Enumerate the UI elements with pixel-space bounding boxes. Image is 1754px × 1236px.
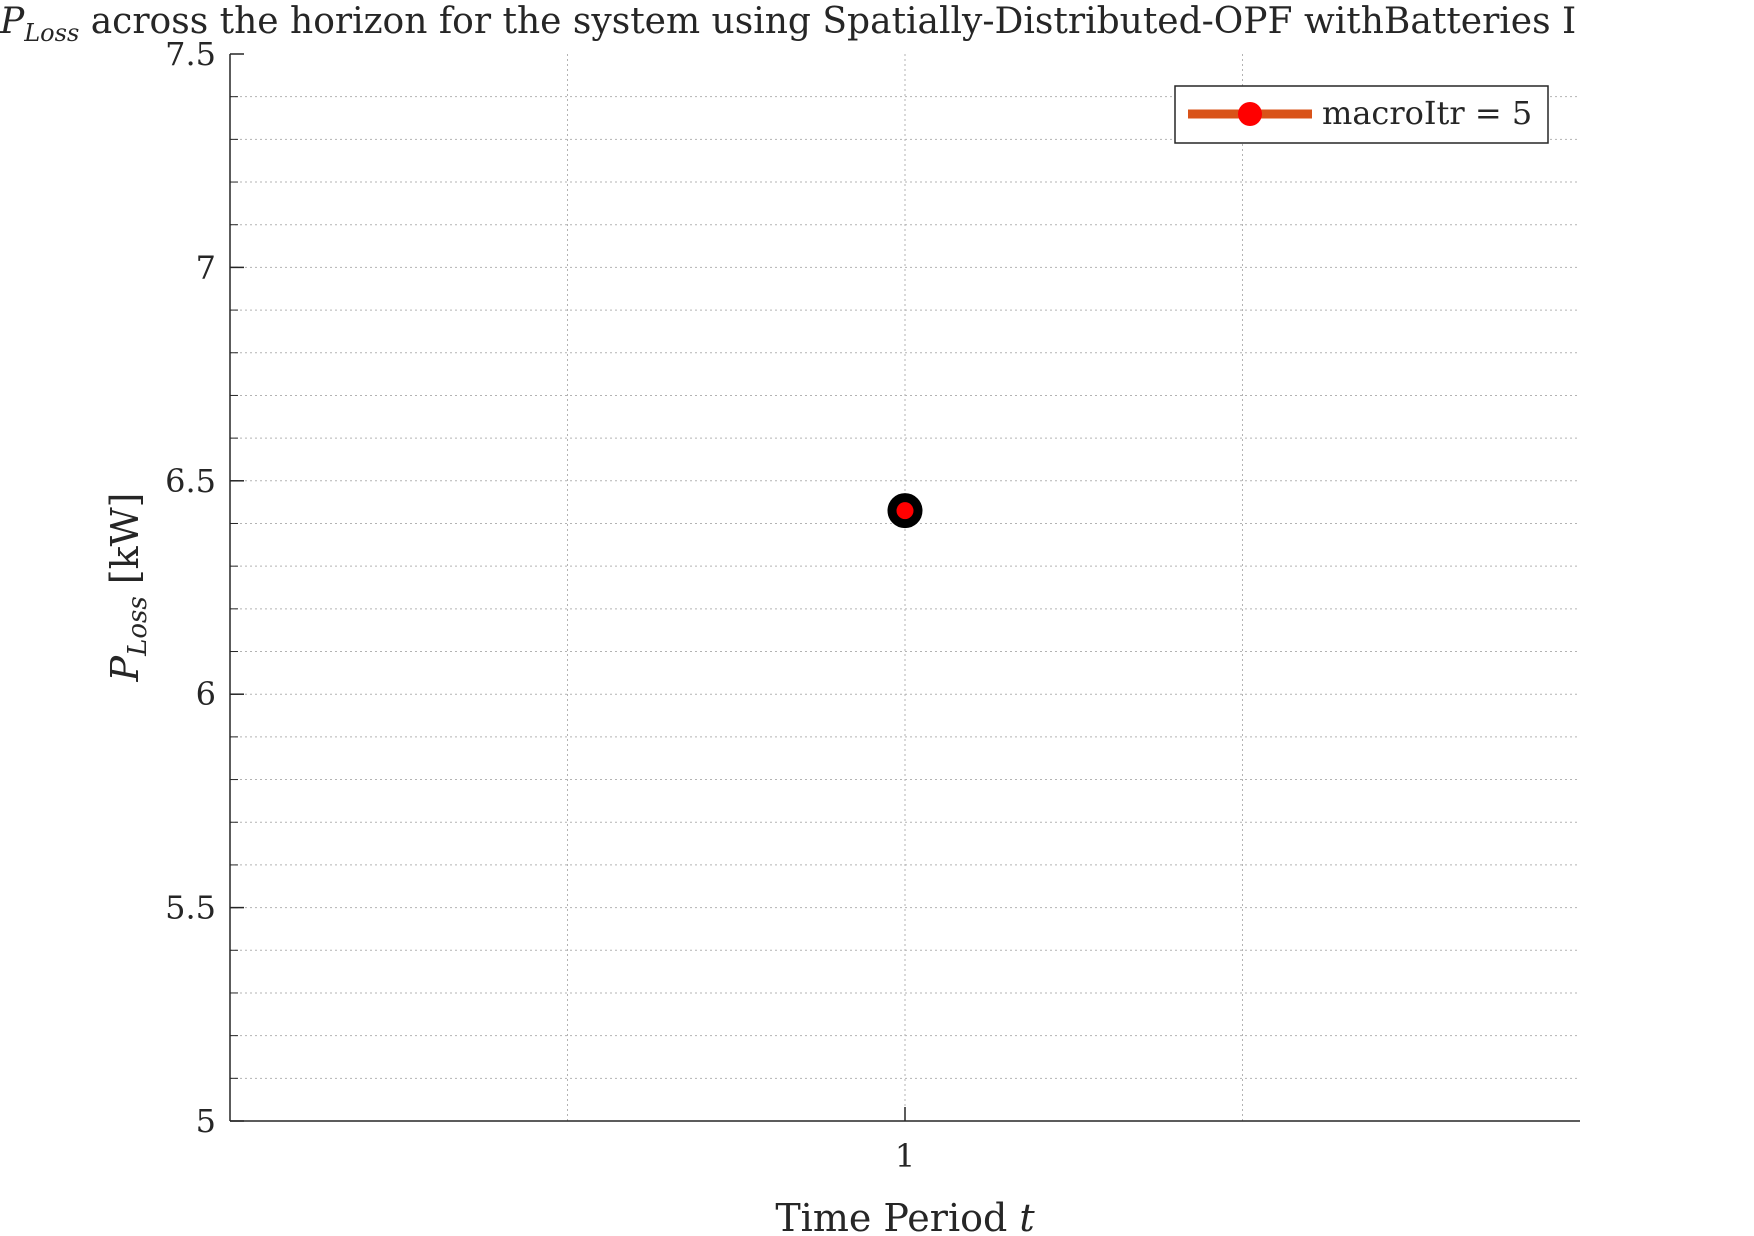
legend-entry-label: macroItr = 5 <box>1322 94 1532 132</box>
x-tick-label: 1 <box>895 1137 915 1175</box>
x-axis-label: Time Period t <box>775 1196 1035 1236</box>
y-tick-label: 7 <box>196 248 216 286</box>
x-axis-label-text: Time Period <box>775 1196 1019 1236</box>
chart-title: PLoss across the horizon for the system … <box>0 1 1576 47</box>
axes <box>229 53 1580 1122</box>
y-axis-label: PLoss [kW] <box>103 492 153 682</box>
y-tick-label: 6.5 <box>165 462 216 500</box>
legend-marker-sample <box>1238 102 1262 126</box>
y-tick-label: 7.5 <box>165 35 216 73</box>
x-tick-labels: 1 <box>895 1137 915 1175</box>
x-axis-label-variable: t <box>1019 1196 1035 1236</box>
plot-area <box>230 54 1580 1121</box>
y-axis-label-unit: [kW] <box>103 492 147 596</box>
y-axis-label-symbol: P <box>103 655 147 683</box>
title-subscript: Loss <box>23 19 79 47</box>
y-tick-label: 5.5 <box>165 889 216 927</box>
grid-lines <box>230 54 1580 1121</box>
data-series <box>887 493 923 529</box>
y-tick-labels: 5 5.5 6 6.5 7 7.5 <box>165 35 216 1140</box>
y-tick-label: 6 <box>196 675 216 713</box>
legend: macroItr = 5 <box>1174 85 1549 144</box>
title-text: across the horizon for the system using … <box>79 1 1576 42</box>
y-tick-label: 5 <box>196 1102 216 1140</box>
y-axis-label-subscript: Loss <box>123 596 153 657</box>
title-symbol: P <box>0 1 25 42</box>
data-point <box>887 493 923 529</box>
